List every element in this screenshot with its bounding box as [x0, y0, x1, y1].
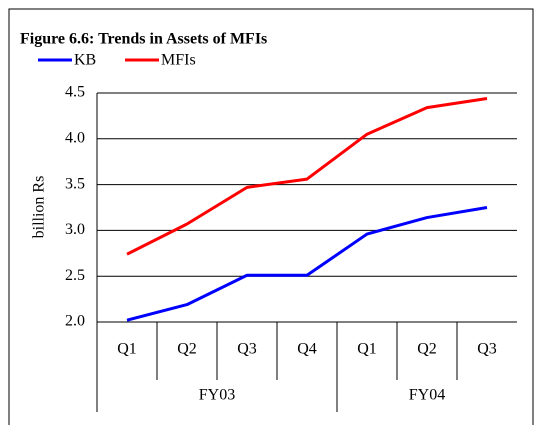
chart-border [8, 8, 534, 425]
x-tick-label: Q1 [117, 341, 137, 358]
legend-label: MFIs [161, 52, 196, 69]
group-label: FY04 [409, 387, 445, 404]
chart-title: Figure 6.6: Trends in Assets of MFIs [20, 31, 267, 48]
x-tick-label: Q2 [177, 341, 197, 358]
y-tick-label: 3.0 [65, 221, 85, 238]
x-tick-label: Q3 [477, 341, 497, 358]
x-tick-label: Q1 [357, 341, 377, 358]
x-tick-label: Q2 [417, 341, 437, 358]
x-tick-label: Q4 [297, 341, 317, 358]
y-tick-label: 4.0 [65, 129, 85, 146]
y-tick-label: 3.5 [65, 175, 85, 192]
legend-label: KB [74, 52, 96, 69]
series-line [126, 97, 488, 256]
y-tick-label: 2.0 [65, 313, 85, 330]
y-tick-label: 4.5 [65, 84, 85, 101]
y-tick-label: 2.5 [65, 267, 85, 284]
x-tick-label: Q3 [237, 341, 257, 358]
series-line [126, 206, 488, 322]
group-label: FY03 [199, 387, 235, 404]
y-axis-label: billion Rs [31, 176, 48, 239]
